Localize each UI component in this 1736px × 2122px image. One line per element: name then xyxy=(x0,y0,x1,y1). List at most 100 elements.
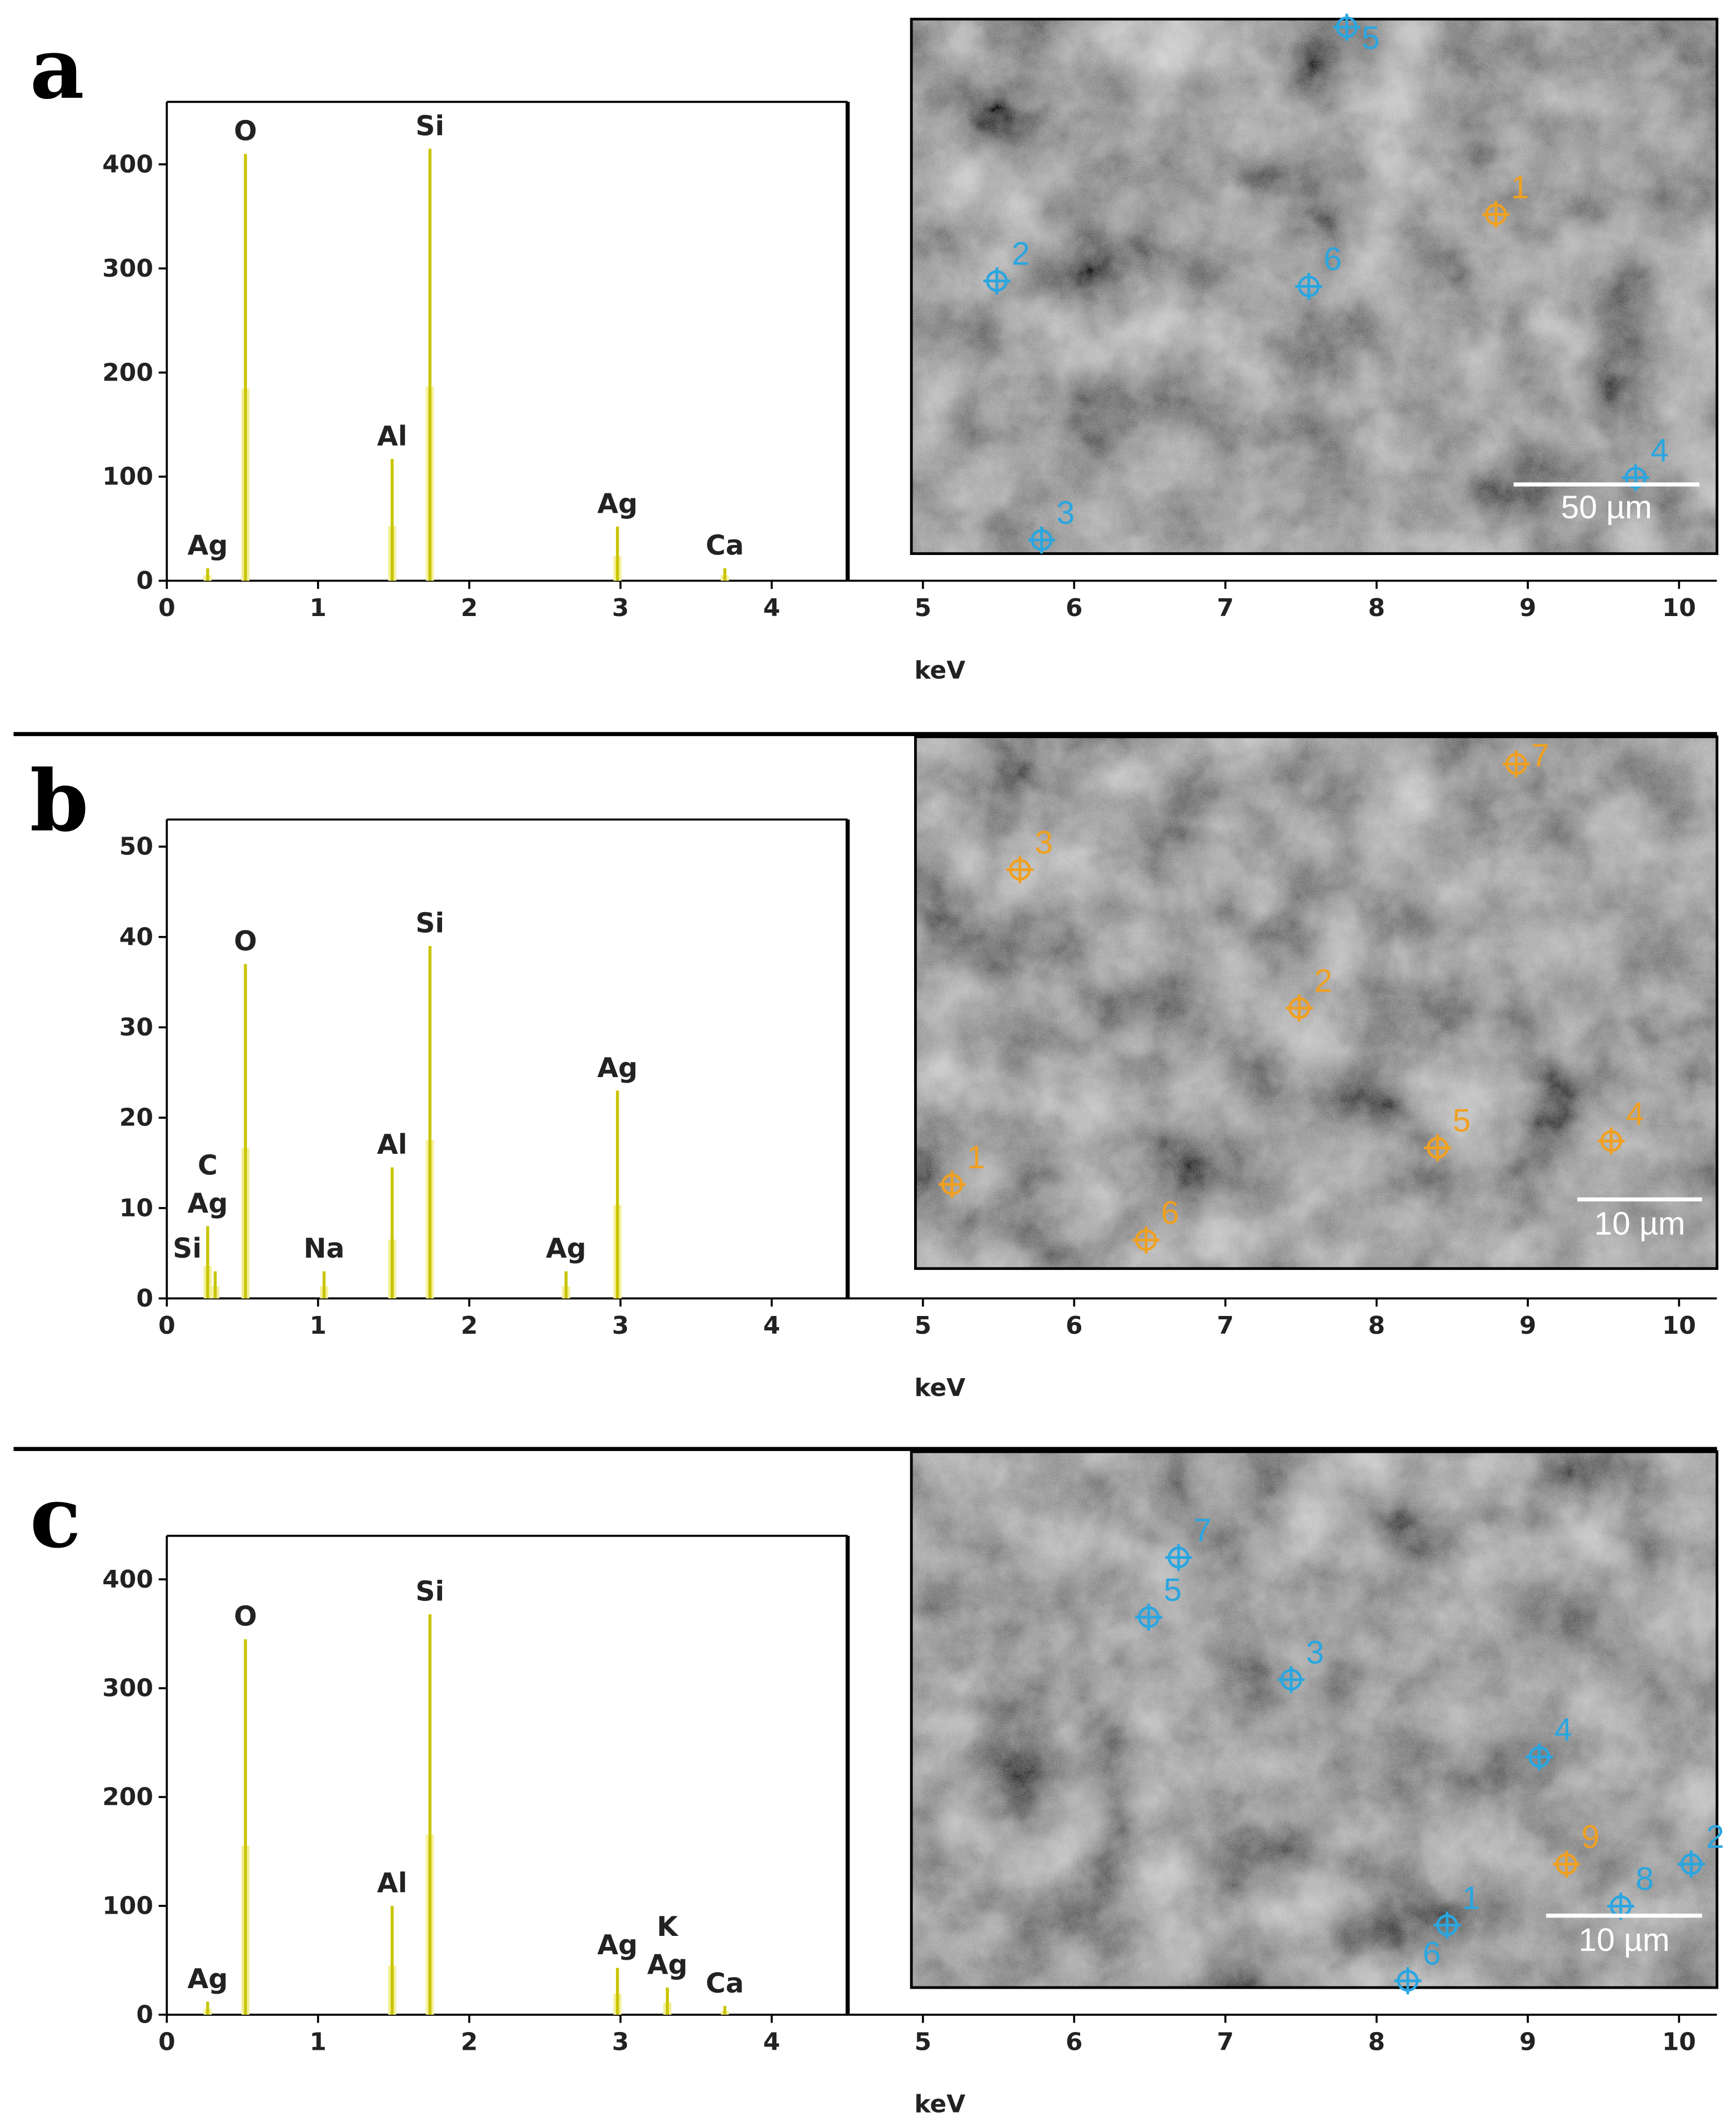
marker-cross xyxy=(1028,526,1056,554)
peak-label: Si xyxy=(415,110,444,142)
x-tick-label: 0 xyxy=(158,594,175,622)
sem-border xyxy=(910,17,1719,555)
x-tick-label: 1 xyxy=(309,2028,327,2056)
peak-label: K xyxy=(657,1911,679,1943)
x-tick-label: 4 xyxy=(763,1312,780,1340)
y-tick-label: 50 xyxy=(119,833,153,861)
peak-label: Al xyxy=(377,421,408,452)
marker-label: 4 xyxy=(1650,433,1669,469)
marker-cross xyxy=(1135,1603,1162,1631)
y-tick-label: 0 xyxy=(136,567,153,595)
peak-label: Si xyxy=(415,1575,444,1607)
x-tick-label: 3 xyxy=(612,2028,629,2056)
y-tick-label: 400 xyxy=(102,150,153,178)
x-tick-label: 0 xyxy=(158,1312,175,1340)
marker-label: 7 xyxy=(1531,738,1549,774)
y-tick-label: 400 xyxy=(102,1565,153,1594)
x-tick-label: 0 xyxy=(158,2028,175,2056)
peak-label: Ag xyxy=(647,1949,688,1980)
x-tick-label: 10 xyxy=(1662,1312,1696,1340)
peak-label: Ag xyxy=(546,1233,586,1264)
marker-label: 6 xyxy=(1324,241,1342,277)
x-axis-label: keV xyxy=(915,2090,966,2119)
x-tick-label: 5 xyxy=(915,1312,932,1340)
marker-label: 1 xyxy=(1511,169,1529,206)
marker-cross xyxy=(1295,273,1323,300)
marker-cross xyxy=(1006,856,1033,884)
marker-cross xyxy=(1165,1544,1192,1572)
peak-label: Ag xyxy=(188,1963,228,1995)
marker-label: 5 xyxy=(1163,1572,1182,1608)
peak-label: Si xyxy=(415,908,444,939)
peak-label: Ag xyxy=(597,1929,638,1961)
marker-cross xyxy=(1333,13,1361,41)
marker-cross xyxy=(1277,1666,1305,1694)
x-axis-label: keV xyxy=(915,1374,966,1402)
marker-label: 4 xyxy=(1554,1712,1573,1748)
marker-label: 1 xyxy=(967,1139,985,1175)
marker-label: 2 xyxy=(1706,1819,1724,1855)
x-tick-label: 5 xyxy=(915,2028,932,2056)
x-tick-label: 10 xyxy=(1662,594,1696,622)
scale-bar-label: 10 µm xyxy=(1594,1206,1685,1242)
x-tick-label: 9 xyxy=(1519,1312,1537,1340)
marker-cross xyxy=(1482,201,1510,228)
y-tick-label: 20 xyxy=(119,1104,153,1132)
marker-cross xyxy=(1394,1967,1422,1995)
sem-border xyxy=(910,1450,1719,1989)
sem-grain xyxy=(915,737,1717,1269)
scale-bar-label: 10 µm xyxy=(1578,1922,1669,1958)
y-tick-label: 30 xyxy=(119,1013,153,1042)
peak-label: Al xyxy=(377,1129,408,1160)
marker-cross xyxy=(1433,1911,1461,1939)
peak-label: Na xyxy=(304,1233,345,1264)
marker-label: 4 xyxy=(1626,1096,1644,1132)
y-tick-label: 200 xyxy=(102,1783,153,1811)
peak-label: Ag xyxy=(597,1052,638,1084)
marker-cross xyxy=(1502,750,1530,778)
y-tick-label: 100 xyxy=(102,1892,153,1920)
x-tick-label: 4 xyxy=(763,2028,780,2056)
marker-label: 3 xyxy=(1056,495,1075,531)
x-tick-label: 6 xyxy=(1066,594,1083,622)
scale-bar-label: 50 µm xyxy=(1561,489,1652,526)
marker-label: 6 xyxy=(1423,1935,1441,1971)
x-tick-label: 7 xyxy=(1217,2028,1234,2056)
y-tick-label: 300 xyxy=(102,254,153,283)
marker-cross xyxy=(1622,464,1649,492)
sem-border xyxy=(914,735,1719,1270)
marker-label: 2 xyxy=(1314,963,1332,999)
marker-cross xyxy=(1677,1850,1705,1878)
peak-label: Ag xyxy=(188,1188,228,1219)
x-tick-label: 1 xyxy=(309,594,327,622)
y-tick-label: 200 xyxy=(102,358,153,387)
x-tick-label: 3 xyxy=(612,1312,629,1340)
marker-cross xyxy=(1286,994,1313,1022)
x-tick-label: 4 xyxy=(763,594,780,622)
x-tick-label: 8 xyxy=(1368,2028,1386,2056)
y-tick-label: 10 xyxy=(119,1194,153,1222)
marker-label: 1 xyxy=(1462,1880,1481,1916)
marker-label: 6 xyxy=(1161,1195,1180,1231)
panel-label: b xyxy=(30,752,89,850)
x-tick-label: 7 xyxy=(1217,594,1234,622)
marker-cross xyxy=(1424,1134,1452,1162)
marker-label: 3 xyxy=(1306,1634,1324,1670)
marker-cross xyxy=(1132,1226,1160,1254)
x-tick-label: 1 xyxy=(309,1312,327,1340)
x-tick-label: 2 xyxy=(461,1312,478,1340)
y-tick-label: 0 xyxy=(136,1284,153,1313)
marker-cross xyxy=(1553,1850,1581,1878)
marker-label: 3 xyxy=(1035,824,1053,860)
peak-label: Ca xyxy=(706,530,744,562)
peak-label: Al xyxy=(377,1868,408,1899)
x-tick-label: 8 xyxy=(1368,594,1386,622)
marker-label: 5 xyxy=(1453,1103,1471,1139)
peak-label: O xyxy=(234,925,257,957)
peak-label: Si xyxy=(173,1233,202,1264)
x-tick-label: 6 xyxy=(1066,1312,1083,1340)
peak-label: C xyxy=(198,1149,218,1181)
x-tick-label: 2 xyxy=(461,594,478,622)
